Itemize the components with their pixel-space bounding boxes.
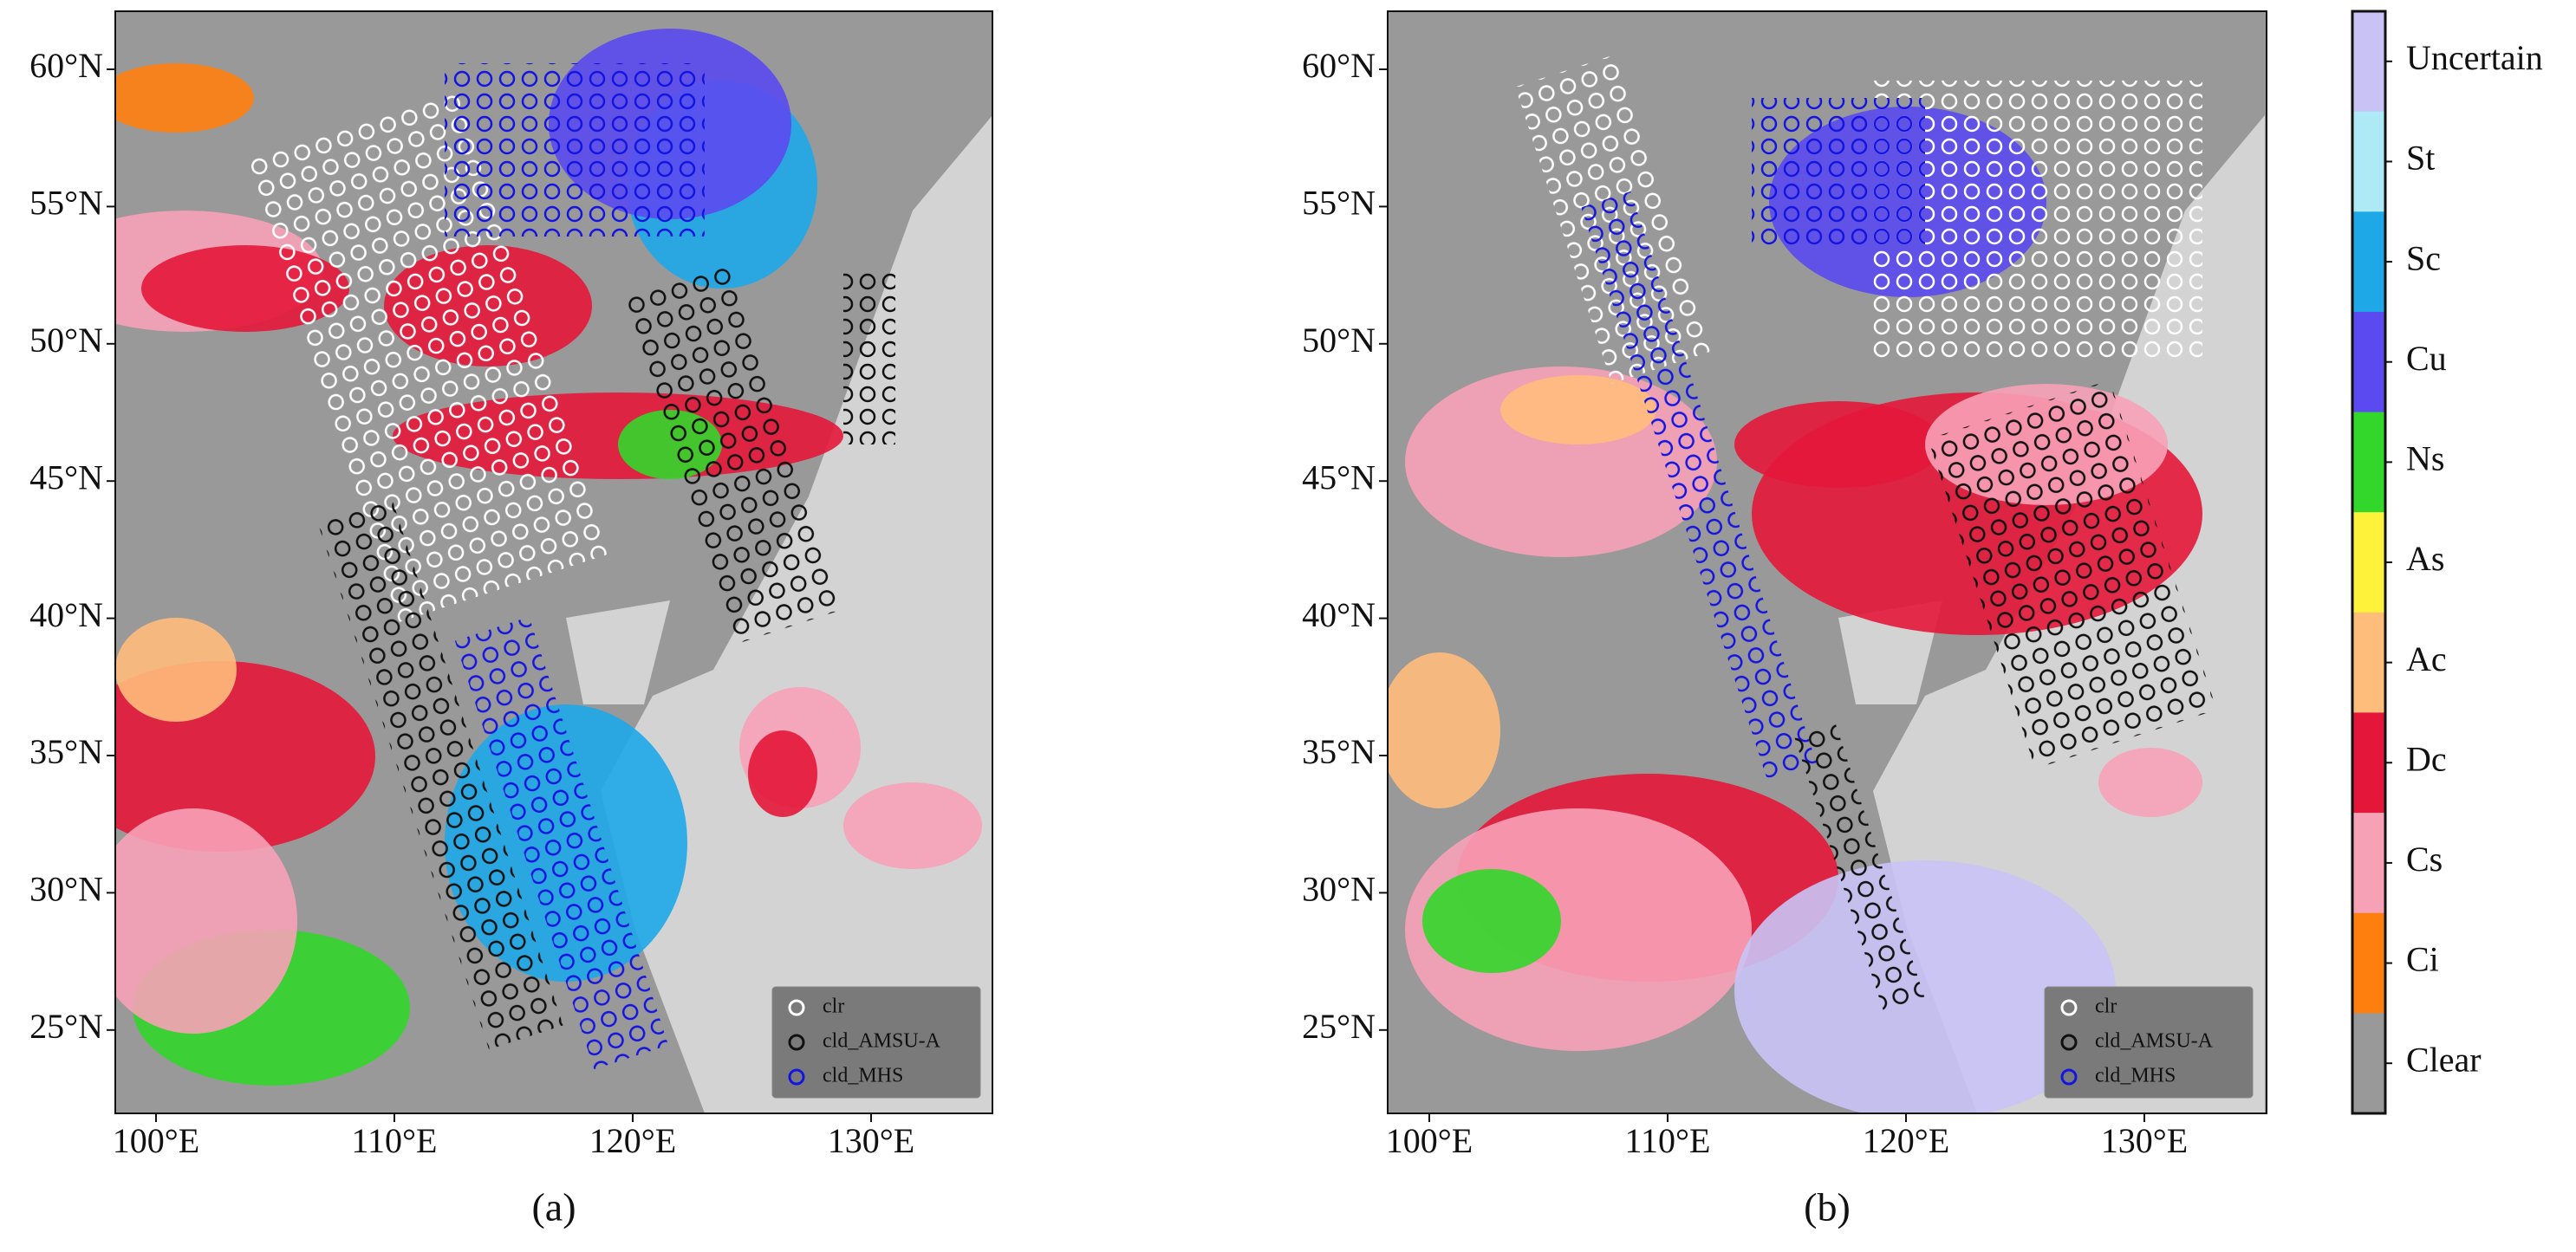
legend-marker bbox=[2060, 1034, 2078, 1051]
y-tick-label: 55°N bbox=[1302, 184, 1376, 223]
y-tick-label: 50°N bbox=[1302, 321, 1376, 360]
x-tick-label: 130°E bbox=[2101, 1121, 2188, 1160]
map-panel: 60°N 55°N 50°N 45°N 40°N 35°N 30°N 25°N 100°E 110… bbox=[1302, 10, 2267, 1229]
x-tick-label: 130°E bbox=[828, 1121, 914, 1160]
observation-swath bbox=[244, 92, 610, 624]
observation-swath bbox=[454, 616, 669, 1070]
observation-swath bbox=[1928, 379, 2217, 769]
y-tick-label: 35°N bbox=[29, 732, 103, 771]
cloud-region bbox=[843, 782, 982, 869]
legend-label: cld_AMSU-A bbox=[2095, 1030, 2214, 1053]
colorbar-label: Ac bbox=[2406, 639, 2447, 678]
panel-label: (a) bbox=[531, 1185, 576, 1229]
colorbar-segment bbox=[2352, 612, 2385, 713]
x-tick-label: 120°E bbox=[1863, 1121, 1949, 1160]
y-tick-label: 30°N bbox=[29, 870, 103, 909]
colorbar: Uncertain St Sc Cu Ns As Ac Dc Cs Ci Clear bbox=[2351, 10, 2543, 1115]
cloud-region bbox=[1388, 652, 1500, 808]
cloud-region bbox=[2098, 748, 2202, 817]
colorbar-label: Ci bbox=[2406, 940, 2439, 979]
legend-marker bbox=[788, 1068, 805, 1086]
legend-marker bbox=[788, 999, 805, 1016]
colorbar-label: Dc bbox=[2406, 739, 2447, 778]
legend-label: cld_MHS bbox=[823, 1065, 903, 1087]
sea-bohai bbox=[566, 600, 670, 704]
colorbar-frame bbox=[2351, 10, 2387, 1115]
cloud-region bbox=[1422, 869, 1561, 973]
y-tick-label: 35°N bbox=[1302, 732, 1376, 771]
legend-box bbox=[771, 986, 981, 1099]
y-tick-label: 25°N bbox=[1302, 1007, 1376, 1046]
colorbar-label: St bbox=[2406, 139, 2435, 178]
y-tick-label: 60°N bbox=[1302, 46, 1376, 85]
cloud-region bbox=[1734, 860, 2116, 1113]
legend-marker bbox=[2060, 999, 2078, 1016]
colorbar-segment bbox=[2352, 512, 2385, 613]
cloud-region bbox=[115, 618, 237, 722]
legend-label: clr bbox=[2095, 996, 2117, 1018]
colorbar-label: Ns bbox=[2406, 439, 2444, 478]
y-tick-label: 55°N bbox=[29, 184, 103, 223]
colorbar-label: Cu bbox=[2406, 339, 2447, 378]
colorbar-segment bbox=[2352, 412, 2385, 513]
legend-marker bbox=[788, 1034, 805, 1051]
y-tick-label: 50°N bbox=[29, 321, 103, 360]
cloud-region bbox=[1734, 401, 1942, 488]
colorbar-label: Cs bbox=[2406, 840, 2443, 879]
colorbar-label: Sc bbox=[2406, 238, 2441, 277]
colorbar-segment bbox=[2352, 311, 2385, 413]
x-tick-label: 100°E bbox=[1386, 1121, 1473, 1160]
legend-label: cld_MHS bbox=[2095, 1065, 2176, 1087]
y-tick-label: 60°N bbox=[29, 46, 103, 85]
y-tick-label: 30°N bbox=[1302, 870, 1376, 909]
cloud-region bbox=[115, 808, 297, 1034]
observation-swath bbox=[445, 63, 705, 237]
y-tick-label: 45°N bbox=[29, 457, 103, 496]
colorbar-segment bbox=[2352, 211, 2385, 313]
observation-swath bbox=[843, 271, 895, 444]
colorbar-segment bbox=[2352, 712, 2385, 814]
colorbar-label: Clear bbox=[2406, 1040, 2482, 1079]
colorbar-label: Uncertain bbox=[2406, 38, 2543, 77]
y-tick-label: 40°N bbox=[29, 595, 103, 634]
legend-marker bbox=[2060, 1068, 2078, 1086]
x-tick-label: 110°E bbox=[1625, 1121, 1711, 1160]
panel-label: (b) bbox=[1804, 1185, 1851, 1229]
legend-box bbox=[2044, 986, 2254, 1099]
legend-label: cld_AMSU-A bbox=[823, 1030, 941, 1053]
y-tick-label: 45°N bbox=[1302, 457, 1376, 496]
observation-swath bbox=[1752, 98, 1925, 245]
observation-swath bbox=[1873, 81, 2202, 358]
x-tick-label: 120°E bbox=[589, 1121, 676, 1160]
x-tick-label: 110°E bbox=[352, 1121, 438, 1160]
map-frame bbox=[114, 10, 993, 1114]
y-tick-label: 40°N bbox=[1302, 595, 1376, 634]
observation-swath bbox=[625, 263, 845, 644]
y-tick-label: 25°N bbox=[29, 1007, 103, 1046]
colorbar-segment bbox=[2352, 11, 2385, 113]
cloud-region bbox=[748, 730, 817, 817]
map-area bbox=[115, 11, 992, 1113]
observation-swath bbox=[1581, 191, 1818, 785]
observation-swath bbox=[317, 497, 563, 1050]
observation-swath bbox=[1793, 722, 1927, 1016]
colorbar-segment bbox=[2352, 111, 2385, 212]
x-tick-label: 100°E bbox=[113, 1121, 199, 1160]
map-frame bbox=[1387, 10, 2267, 1114]
colorbar-label: As bbox=[2406, 539, 2444, 578]
map-area bbox=[1388, 11, 2267, 1113]
colorbar-segment bbox=[2352, 813, 2385, 914]
colorbar-segment bbox=[2352, 1013, 2385, 1114]
colorbar-segment bbox=[2352, 912, 2385, 1014]
cloud-region bbox=[1500, 375, 1656, 444]
legend-label: clr bbox=[823, 996, 844, 1018]
cloud-region bbox=[115, 63, 254, 133]
map-panel: 60°N 55°N 50°N 45°N 40°N 35°N 30°N 25°N 100°E 110… bbox=[29, 10, 993, 1229]
